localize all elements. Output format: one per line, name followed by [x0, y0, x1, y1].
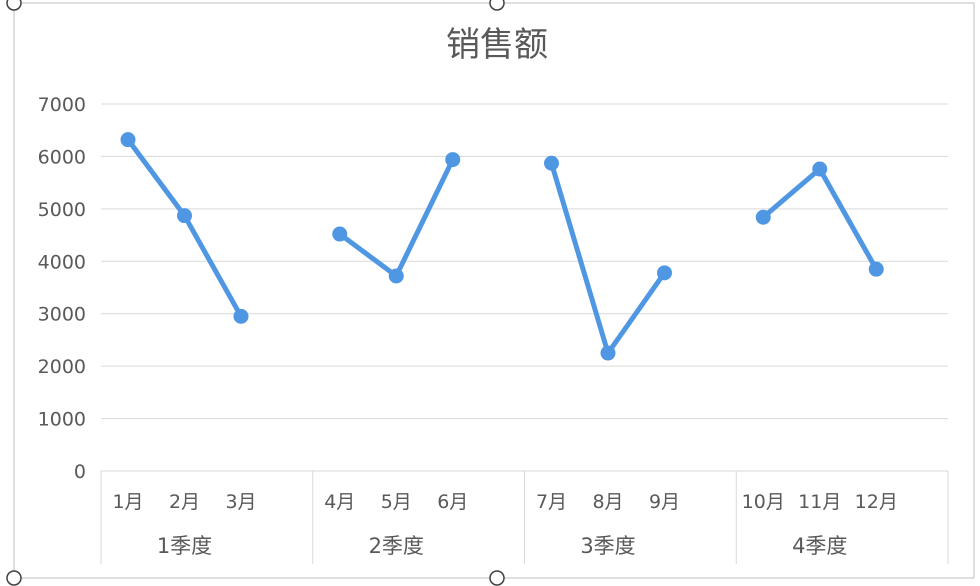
data-point-10月 [755, 209, 771, 225]
data-point-2月 [177, 208, 192, 224]
x-axis: 1月 2月 3月 1季度 4月 5月 6月 2季度 7月 8月 9月 3季度 10月 11月 12月 4季度 [100, 470, 949, 564]
series-sales [120, 132, 884, 361]
data-point-8月 [600, 345, 616, 361]
y-tick-label: 2000 [38, 356, 86, 378]
x-tick-label: 7月 [536, 491, 567, 513]
chart-title: 销售额 [446, 25, 548, 65]
x-tick-label: 6月 [437, 491, 468, 513]
x-tick-label: 2月 [169, 491, 200, 513]
x-tick-label: 8月 [592, 491, 623, 513]
x-tick-label: 1月 [112, 491, 143, 513]
resize-handle-bottom-middle[interactable] [489, 570, 505, 586]
x-group-label: 3季度 [580, 534, 635, 558]
chart-border [13, 2, 975, 579]
x-tick-label: 10月 [742, 491, 785, 513]
y-axis: 0 1000 2000 3000 4000 5000 6000 7000 [38, 94, 86, 483]
y-tick-label: 4000 [38, 251, 86, 273]
y-tick-label: 7000 [38, 94, 86, 116]
y-tick-label: 6000 [38, 146, 86, 168]
data-point-5月 [388, 268, 404, 284]
x-group-label: 4季度 [792, 534, 847, 558]
data-point-11月 [812, 161, 828, 177]
x-tick-label: 12月 [855, 491, 898, 513]
data-point-9月 [657, 265, 672, 281]
data-point-12月 [868, 261, 884, 277]
resize-handle-top-middle[interactable] [489, 0, 505, 11]
x-tick-label: 11月 [798, 491, 841, 513]
y-tick-label: 5000 [38, 199, 86, 221]
x-tick-label: 4月 [324, 491, 355, 513]
y-tick-label: 1000 [38, 409, 86, 431]
data-point-3月 [233, 308, 249, 324]
data-point-1月 [120, 132, 136, 148]
resize-handle-bottom-left[interactable] [6, 570, 22, 586]
y-tick-label: 0 [74, 461, 86, 483]
resize-handle-top-left[interactable] [6, 0, 22, 11]
data-point-6月 [445, 152, 461, 168]
data-point-4月 [332, 226, 348, 242]
x-group-label: 2季度 [369, 534, 424, 558]
x-tick-label: 5月 [381, 491, 412, 513]
x-tick-label: 9月 [649, 491, 680, 513]
y-tick-label: 3000 [38, 304, 86, 326]
data-point-7月 [544, 155, 559, 171]
x-tick-label: 3月 [225, 491, 256, 513]
x-group-label: 1季度 [157, 534, 212, 558]
